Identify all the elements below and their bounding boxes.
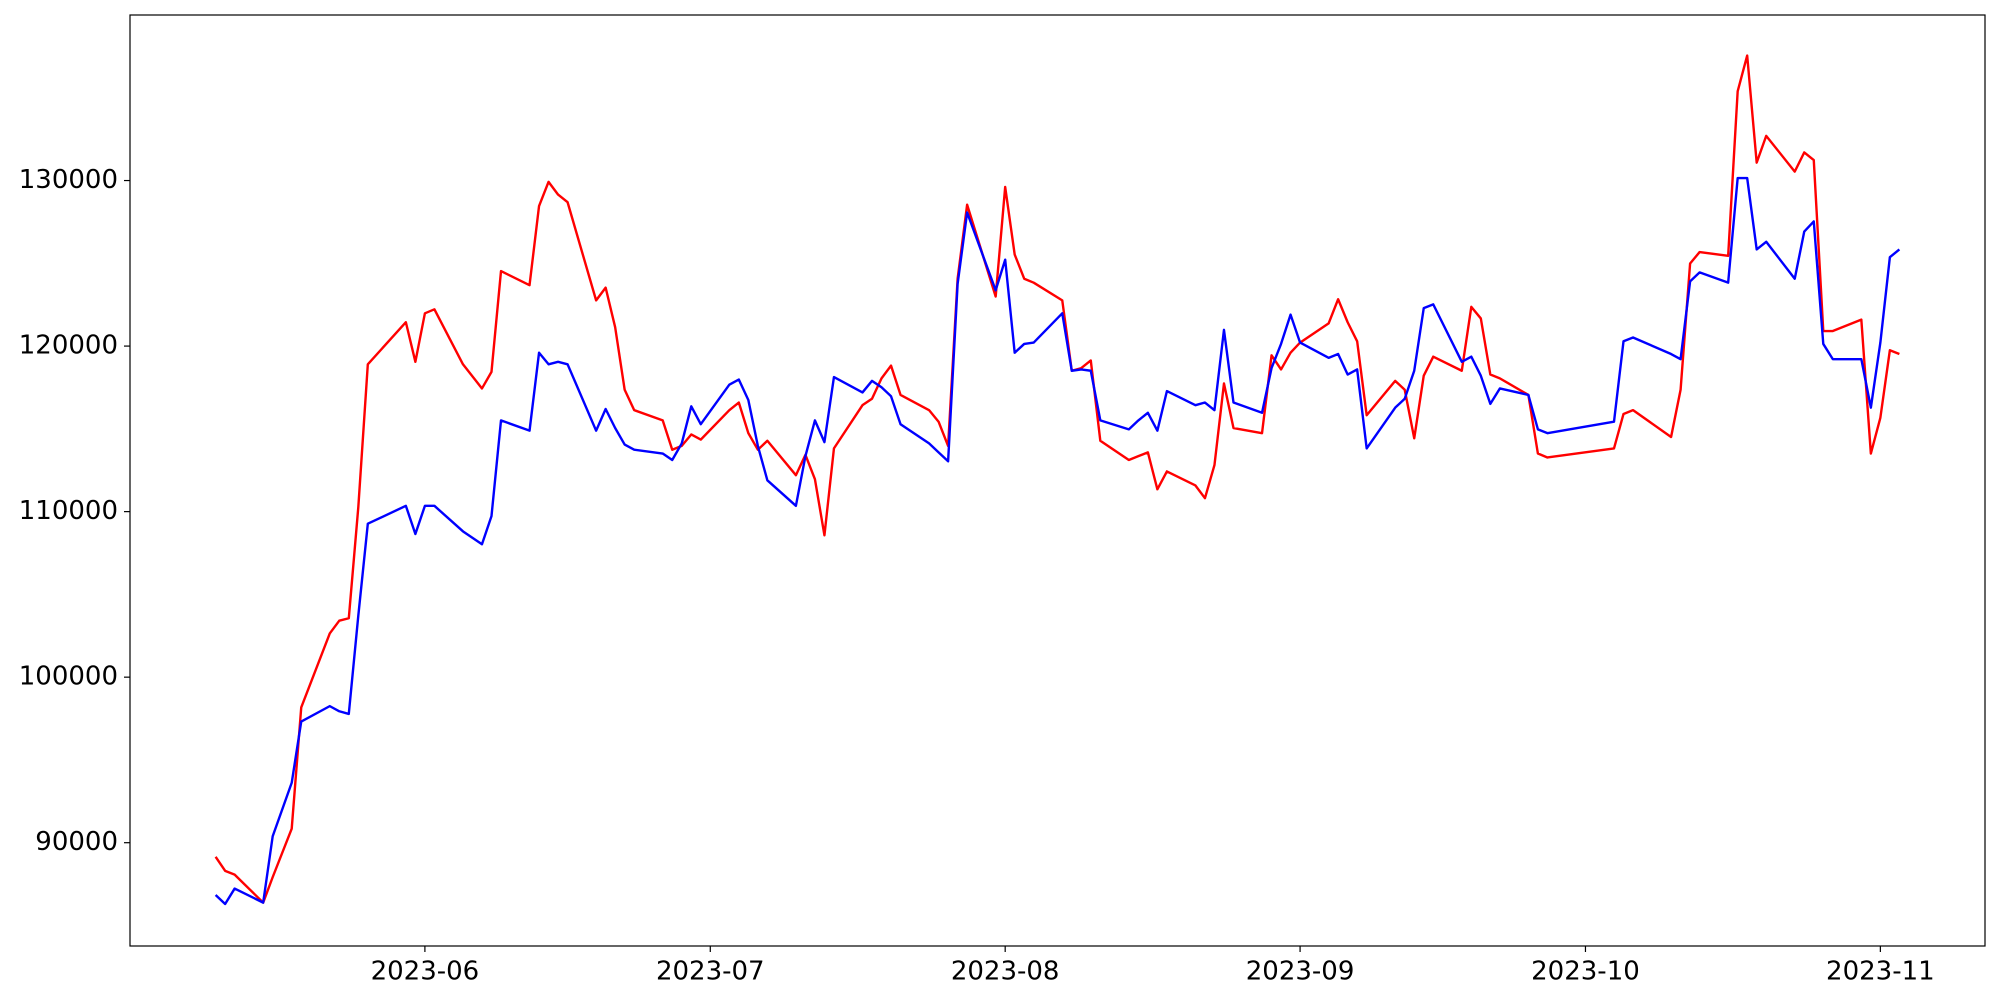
y-tick-label: 90000 [35, 827, 118, 857]
series-line [214, 54, 1900, 904]
y-tick-label: 130000 [19, 165, 118, 195]
x-tick-label: 2023-07 [656, 957, 765, 987]
y-tick-label: 110000 [19, 496, 118, 526]
x-tick-label: 2023-10 [1531, 957, 1640, 987]
x-tick-label: 2023-08 [951, 957, 1060, 987]
plot-frame [129, 14, 1986, 947]
series-line [214, 176, 1901, 906]
y-tick-label: 100000 [19, 662, 118, 692]
y-tick-label: 120000 [19, 331, 118, 361]
x-tick-label: 2023-06 [371, 957, 480, 987]
x-tick-label: 2023-09 [1246, 957, 1355, 987]
x-tick-label: 2023-11 [1826, 957, 1935, 987]
